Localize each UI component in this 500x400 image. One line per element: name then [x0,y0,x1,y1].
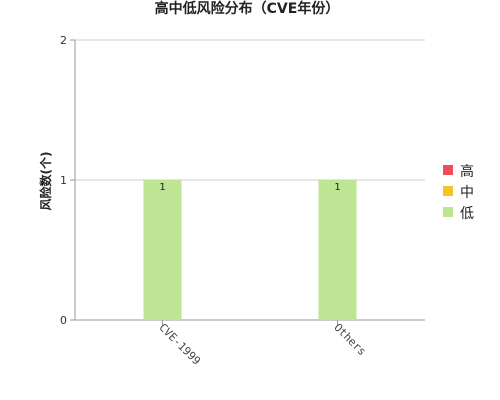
x-tick-label: CVE-1999 [156,321,203,368]
y-ticks: 0 1 2 [60,34,75,327]
legend-label: 中 [460,185,474,201]
legend: 高中低 [443,163,474,222]
legend-swatch-高 [443,165,453,175]
y-axis-label: 风险数(个) [38,152,53,211]
bars [143,180,357,320]
bar-低-CVE-1999 [143,180,182,320]
legend-label: 高 [460,163,474,180]
legend-label: 低 [460,206,474,222]
chart-title: 高中低风险分布（CVE年份） [155,0,340,17]
legend-swatch-中 [443,186,453,196]
legend-swatch-低 [443,207,453,217]
y-tick-label: 0 [60,314,67,327]
x-tick-label: Others [331,321,368,358]
bar-低-Others [318,180,357,320]
grid [74,39,425,321]
x-ticks: CVE-1999 Others [156,320,369,368]
data-label: 1 [334,182,340,193]
data-label: 1 [159,182,165,193]
y-tick-label: 2 [60,34,67,47]
y-tick-label: 1 [60,174,67,187]
